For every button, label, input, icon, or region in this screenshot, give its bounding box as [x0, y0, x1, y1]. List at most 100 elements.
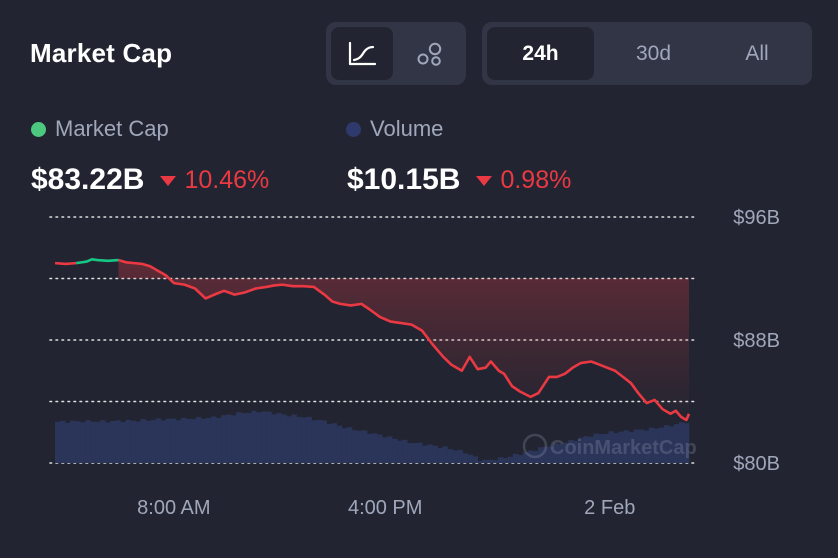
volume-bar: [653, 428, 660, 463]
market-cap-dot: [31, 121, 46, 137]
volume-bar: [643, 430, 650, 463]
range-24h-button[interactable]: 24h: [487, 27, 594, 80]
volume-bar: [160, 420, 166, 463]
volume-bar: [417, 442, 423, 463]
volume-dot: [346, 121, 361, 137]
volume-bar: [291, 414, 297, 463]
volume-bar: [246, 413, 252, 463]
volume-bar: [200, 418, 207, 463]
market-cap-stat: $83.22B 10.46%: [31, 160, 269, 200]
volume-bar: [135, 421, 141, 463]
volume-bar: [522, 452, 529, 463]
volume-bar: [412, 443, 418, 463]
volume-bar: [271, 414, 277, 463]
volume-bar: [603, 433, 609, 463]
volume-bar: [588, 436, 594, 463]
volume-bar: [236, 412, 242, 463]
volume-legend-label: Volume: [370, 116, 444, 141]
volume-bar: [251, 410, 257, 463]
volume-bar: [180, 417, 187, 463]
volume-bar: [140, 419, 146, 463]
bubbles-icon: [417, 42, 442, 66]
volume-bar: [377, 434, 383, 463]
volume-bar: [678, 422, 685, 463]
volume-bar: [241, 413, 247, 463]
x-tick-label: 8:00 AM: [137, 497, 210, 519]
chart-title: Market Cap: [30, 38, 173, 68]
volume-bar: [150, 420, 156, 463]
volume-bar: [452, 450, 458, 463]
volume-bar: [366, 433, 373, 463]
line-chart-button[interactable]: [331, 27, 393, 80]
volume-bar: [427, 444, 433, 463]
volume-bar: [402, 439, 408, 463]
volume-bar: [372, 433, 378, 463]
volume-bar: [155, 418, 161, 463]
volume-bar: [60, 420, 66, 463]
volume-bar: [281, 414, 287, 463]
volume-bar: [447, 449, 453, 463]
volume-bar: [517, 455, 524, 463]
volume-bar: [306, 416, 312, 463]
volume-bar: [145, 420, 151, 463]
volume-bar: [578, 437, 584, 463]
legend-volume[interactable]: Volume: [346, 116, 443, 142]
market-cap-line: [118, 258, 691, 422]
volume-bar: [538, 447, 544, 463]
volume-bar: [472, 456, 478, 463]
volume-bar: [668, 426, 675, 463]
volume-bar: [75, 421, 81, 463]
volume-bar: [558, 444, 564, 463]
market-cap-legend-label: Market Cap: [55, 116, 169, 141]
volume-bar: [326, 423, 333, 463]
volume-bar: [95, 421, 101, 463]
volume-bar: [130, 420, 136, 463]
volume-bar: [507, 456, 514, 463]
volume-bar: [316, 419, 322, 463]
volume-bar: [185, 418, 192, 463]
volume-bar: [125, 419, 131, 463]
range-30d-button[interactable]: 30d: [600, 27, 707, 80]
volume-bar: [482, 459, 489, 463]
volume-bar: [336, 425, 343, 463]
volume-bar: [115, 420, 121, 463]
volume-bar: [432, 445, 438, 463]
volume-bar: [105, 422, 111, 463]
volume-bar: [487, 459, 494, 463]
market-cap-line-up: [75, 257, 119, 265]
volume-bar: [502, 458, 509, 463]
volume-bar: [407, 443, 413, 463]
range-all-button[interactable]: All: [707, 27, 807, 80]
volume-bar: [231, 415, 237, 463]
volume-bar: [261, 411, 267, 463]
volume-bar: [321, 420, 328, 463]
volume-bar: [351, 430, 358, 463]
volume-bar: [90, 421, 96, 463]
volume-bar: [648, 427, 655, 463]
range-selector: 24h 30d All: [482, 22, 812, 85]
range-all-label: All: [745, 41, 769, 65]
volume-bar: [683, 423, 690, 463]
volume-bar: [346, 427, 353, 463]
volume-bar: [573, 440, 579, 463]
volume-bar: [110, 420, 116, 463]
volume-bar: [276, 413, 282, 463]
volume-bar: [638, 429, 645, 463]
range-30d-label: 30d: [635, 41, 672, 65]
volume-bar: [397, 440, 403, 463]
volume-change: 0.98%: [500, 165, 572, 194]
volume-bar: [467, 454, 473, 463]
volume-bar: [195, 416, 202, 463]
bubbles-button[interactable]: [399, 27, 461, 80]
volume-bar: [331, 423, 338, 463]
y-tick-label: $96B: [733, 207, 780, 229]
legend-market-cap[interactable]: Market Cap: [31, 116, 169, 142]
volume-bar: [70, 420, 76, 463]
volume-bar: [663, 425, 670, 463]
chart-mode-toggle: [326, 22, 466, 85]
volume-bar: [175, 420, 182, 463]
volume-bar: [613, 433, 619, 463]
volume-bar: [568, 440, 574, 463]
volume-bar: [462, 453, 468, 463]
